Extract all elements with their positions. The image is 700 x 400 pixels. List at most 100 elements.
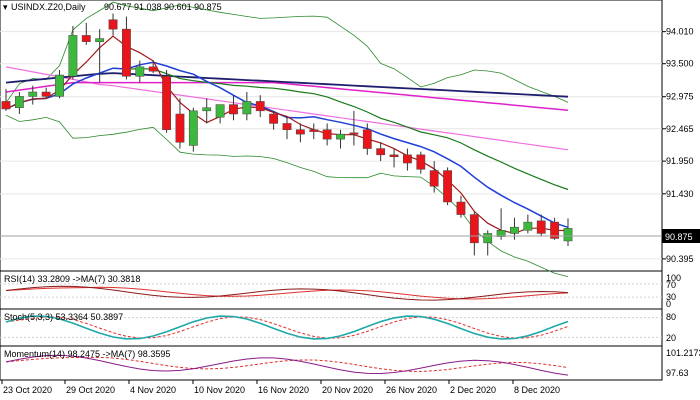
candle: [443, 167, 452, 206]
date-label: 10 Nov 2020: [194, 385, 245, 395]
candle-body: [202, 107, 212, 112]
candle: [122, 16, 131, 80]
momentum-ma-line: [5, 356, 569, 372]
candle-body: [108, 19, 118, 30]
rsi-label: RSI(14) 33.2809 ->MA(7) 30.3818: [4, 274, 140, 284]
price-grid: [0, 31, 662, 260]
rsi-ma-line: [5, 286, 569, 300]
candle-body: [55, 74, 64, 97]
candle-body: [282, 123, 292, 130]
candle: [41, 87, 51, 99]
candle-body: [536, 220, 546, 234]
candle: [429, 161, 439, 193]
chart-symbol-caret: ▾: [3, 2, 8, 12]
candle: [68, 26, 78, 80]
candle-body: [95, 38, 105, 42]
candle-body: [550, 221, 560, 239]
candle: [95, 29, 105, 83]
price-tick-label: 91.430: [666, 189, 694, 199]
date-label: 8 Dec 2020: [514, 385, 560, 395]
candle-body: [496, 230, 506, 237]
candle-body: [309, 129, 319, 132]
candle-body: [510, 226, 519, 234]
candle: [336, 129, 345, 149]
candlesticks: [1, 13, 573, 256]
candle: [202, 98, 212, 124]
price-tick-label: 93.500: [666, 59, 694, 69]
candle-body: [68, 35, 78, 77]
candle-body: [563, 228, 573, 242]
candle: [456, 195, 466, 218]
candle-body: [469, 214, 479, 244]
candle: [242, 92, 252, 121]
indicator-tick-label: 80: [666, 312, 676, 322]
candle: [55, 70, 64, 99]
candle-body: [41, 91, 51, 97]
stoch-d-line: [5, 316, 569, 339]
candle: [282, 117, 292, 140]
price-tick-label: 92.975: [666, 92, 694, 102]
candle: [309, 123, 319, 140]
candle: [148, 60, 158, 74]
candle-body: [456, 201, 466, 215]
price-tick-label: 90.395: [666, 254, 694, 264]
candle: [14, 92, 24, 114]
candle: [1, 88, 11, 111]
candle-body: [269, 113, 279, 124]
ma-magenta: [5, 81, 569, 111]
candle-body: [483, 233, 493, 244]
candle-body: [376, 148, 386, 156]
candle: [389, 148, 399, 168]
candle: [483, 230, 493, 256]
candle-body: [215, 104, 225, 118]
candle: [81, 22, 91, 45]
candle: [162, 70, 171, 133]
candle-body: [175, 113, 185, 143]
candle: [403, 148, 412, 171]
candle: [215, 104, 225, 124]
candle: [536, 214, 546, 237]
candle-body: [523, 221, 533, 231]
candle-body: [229, 104, 238, 115]
indicator-tick-label: 101.2173: [666, 348, 700, 358]
candle: [349, 110, 359, 146]
date-label: 16 Nov 2020: [258, 385, 309, 395]
price-tick-label: 92.465: [666, 124, 694, 134]
date-label: 23 Oct 2020: [3, 385, 52, 395]
candle-body: [162, 76, 171, 130]
candle-body: [362, 129, 372, 149]
momentum-label: Momentum(14) 98.2475 ->MA(7) 98.3595: [4, 349, 170, 359]
candle-body: [28, 91, 38, 97]
candle: [362, 123, 372, 155]
candle: [523, 214, 533, 234]
candle: [28, 85, 38, 105]
candle-body: [443, 170, 452, 203]
candle-body: [148, 66, 158, 72]
date-label: 4 Nov 2020: [130, 385, 176, 395]
ma-pink: [5, 66, 569, 151]
band-upper: [5, 1, 569, 103]
indicator-tick-label: 70: [666, 280, 676, 290]
candle: [322, 123, 332, 146]
candle-body: [322, 129, 332, 140]
date-label: 2 Dec 2020: [450, 385, 496, 395]
stoch-k-line: [5, 315, 569, 340]
rsi-line: [5, 285, 569, 301]
candle-body: [336, 133, 345, 140]
candle-body: [81, 35, 91, 42]
candle-body: [1, 101, 11, 110]
stoch-label: Stoch(5,3,3) 53.3364 50.3897: [4, 312, 123, 322]
candle: [295, 123, 305, 143]
date-label: 26 Nov 2020: [386, 385, 437, 395]
indicator-tick-label: 30: [666, 292, 676, 302]
momentum-line: [5, 354, 569, 376]
candle-body: [135, 66, 145, 77]
candle-body: [403, 154, 412, 164]
candle-body: [242, 101, 252, 115]
indicator-tick-label: 100: [666, 273, 681, 283]
candle: [188, 107, 198, 152]
current-price-value: 90.875: [665, 232, 693, 242]
indicator-tick-label: 0: [666, 299, 671, 309]
price-tick-label: 94.010: [666, 27, 694, 37]
